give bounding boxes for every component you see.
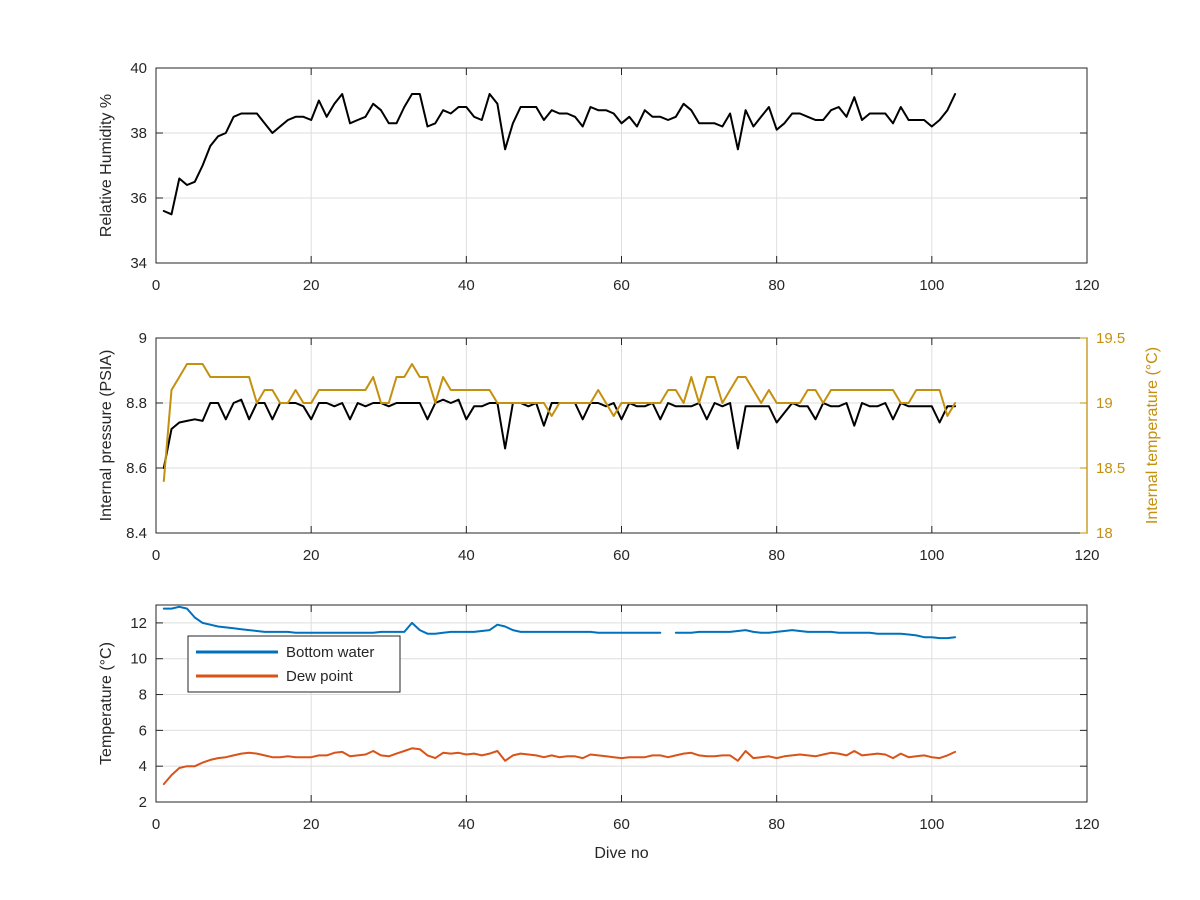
y-tick-label: 4: [139, 758, 147, 775]
y2-axis-label: Internal temperature (°C): [1144, 347, 1161, 524]
y-tick-label: 6: [139, 722, 147, 739]
y2-tick-label: 18.5: [1096, 460, 1125, 477]
y-axis-label: Internal pressure (PSIA): [98, 350, 115, 522]
y-tick-label: 40: [130, 60, 147, 77]
bottom-water-line: [162, 605, 957, 640]
x-tick-label: 0: [152, 547, 160, 564]
subplot-2: 0 20 40 60 80 100 120 8.4 8.6 8.8 9 18 18.5 19 19.5 Int…: [98, 330, 1161, 564]
y-tick-label: 10: [130, 651, 147, 668]
legend: Bottom water Dew point: [187, 635, 401, 693]
x-tick-label: 60: [613, 816, 630, 833]
x-tick-label: 40: [458, 816, 475, 833]
series-2-line: [162, 363, 957, 482]
y-tick-label: 8.6: [126, 460, 147, 477]
legend-label: Dew point: [286, 668, 354, 685]
series-1-line: [162, 398, 957, 469]
y-tick-label: 2: [139, 794, 147, 811]
x-tick-label: 80: [768, 277, 785, 294]
y2-tick-label: 19: [1096, 395, 1113, 412]
y2-tick-label: 19.5: [1096, 330, 1125, 347]
dew-point-line: [162, 747, 957, 786]
x-tick-label: 60: [613, 547, 630, 564]
y-tick-label: 8: [139, 687, 147, 704]
x-tick-label: 40: [458, 277, 475, 294]
x-tick-label: 120: [1074, 277, 1099, 294]
x-axis-label: Dive no: [594, 845, 648, 862]
x-tick-label: 20: [303, 547, 320, 564]
x-tick-label: 80: [768, 547, 785, 564]
y-tick-label: 36: [130, 190, 147, 207]
x-tick-label: 0: [152, 816, 160, 833]
y-tick-label: 9: [139, 330, 147, 347]
y-tick-label: 8.8: [126, 395, 147, 412]
subplot-1: 0 20 40 60 80 100 120 34 36 38 40 Relative Humidity…: [98, 60, 1100, 294]
y-axis-label: Relative Humidity %: [98, 94, 115, 237]
legend-box: [187, 635, 401, 693]
x-tick-label: 20: [303, 816, 320, 833]
y-tick-label: 12: [130, 615, 147, 632]
x-tick-label: 20: [303, 277, 320, 294]
x-tick-label: 100: [919, 277, 944, 294]
y-axis-label: Temperature (°C): [98, 642, 115, 765]
y-tick-label: 34: [130, 255, 147, 272]
x-tick-label: 100: [919, 816, 944, 833]
x-tick-label: 40: [458, 547, 475, 564]
x-tick-label: 100: [919, 547, 944, 564]
y-tick-label: 38: [130, 125, 147, 142]
legend-label: Bottom water: [286, 644, 374, 661]
subplot-3: 0 20 40 60 80 100 120 2 4 6 8 10 12 Temperature (°C) D…: [98, 604, 1100, 862]
x-tick-label: 80: [768, 816, 785, 833]
y2-tick-label: 18: [1096, 525, 1113, 542]
series-1-line: [162, 93, 957, 216]
y-tick-label: 8.4: [126, 525, 147, 542]
x-tick-label: 120: [1074, 816, 1099, 833]
x-tick-label: 0: [152, 277, 160, 294]
x-tick-label: 60: [613, 277, 630, 294]
x-tick-label: 120: [1074, 547, 1099, 564]
